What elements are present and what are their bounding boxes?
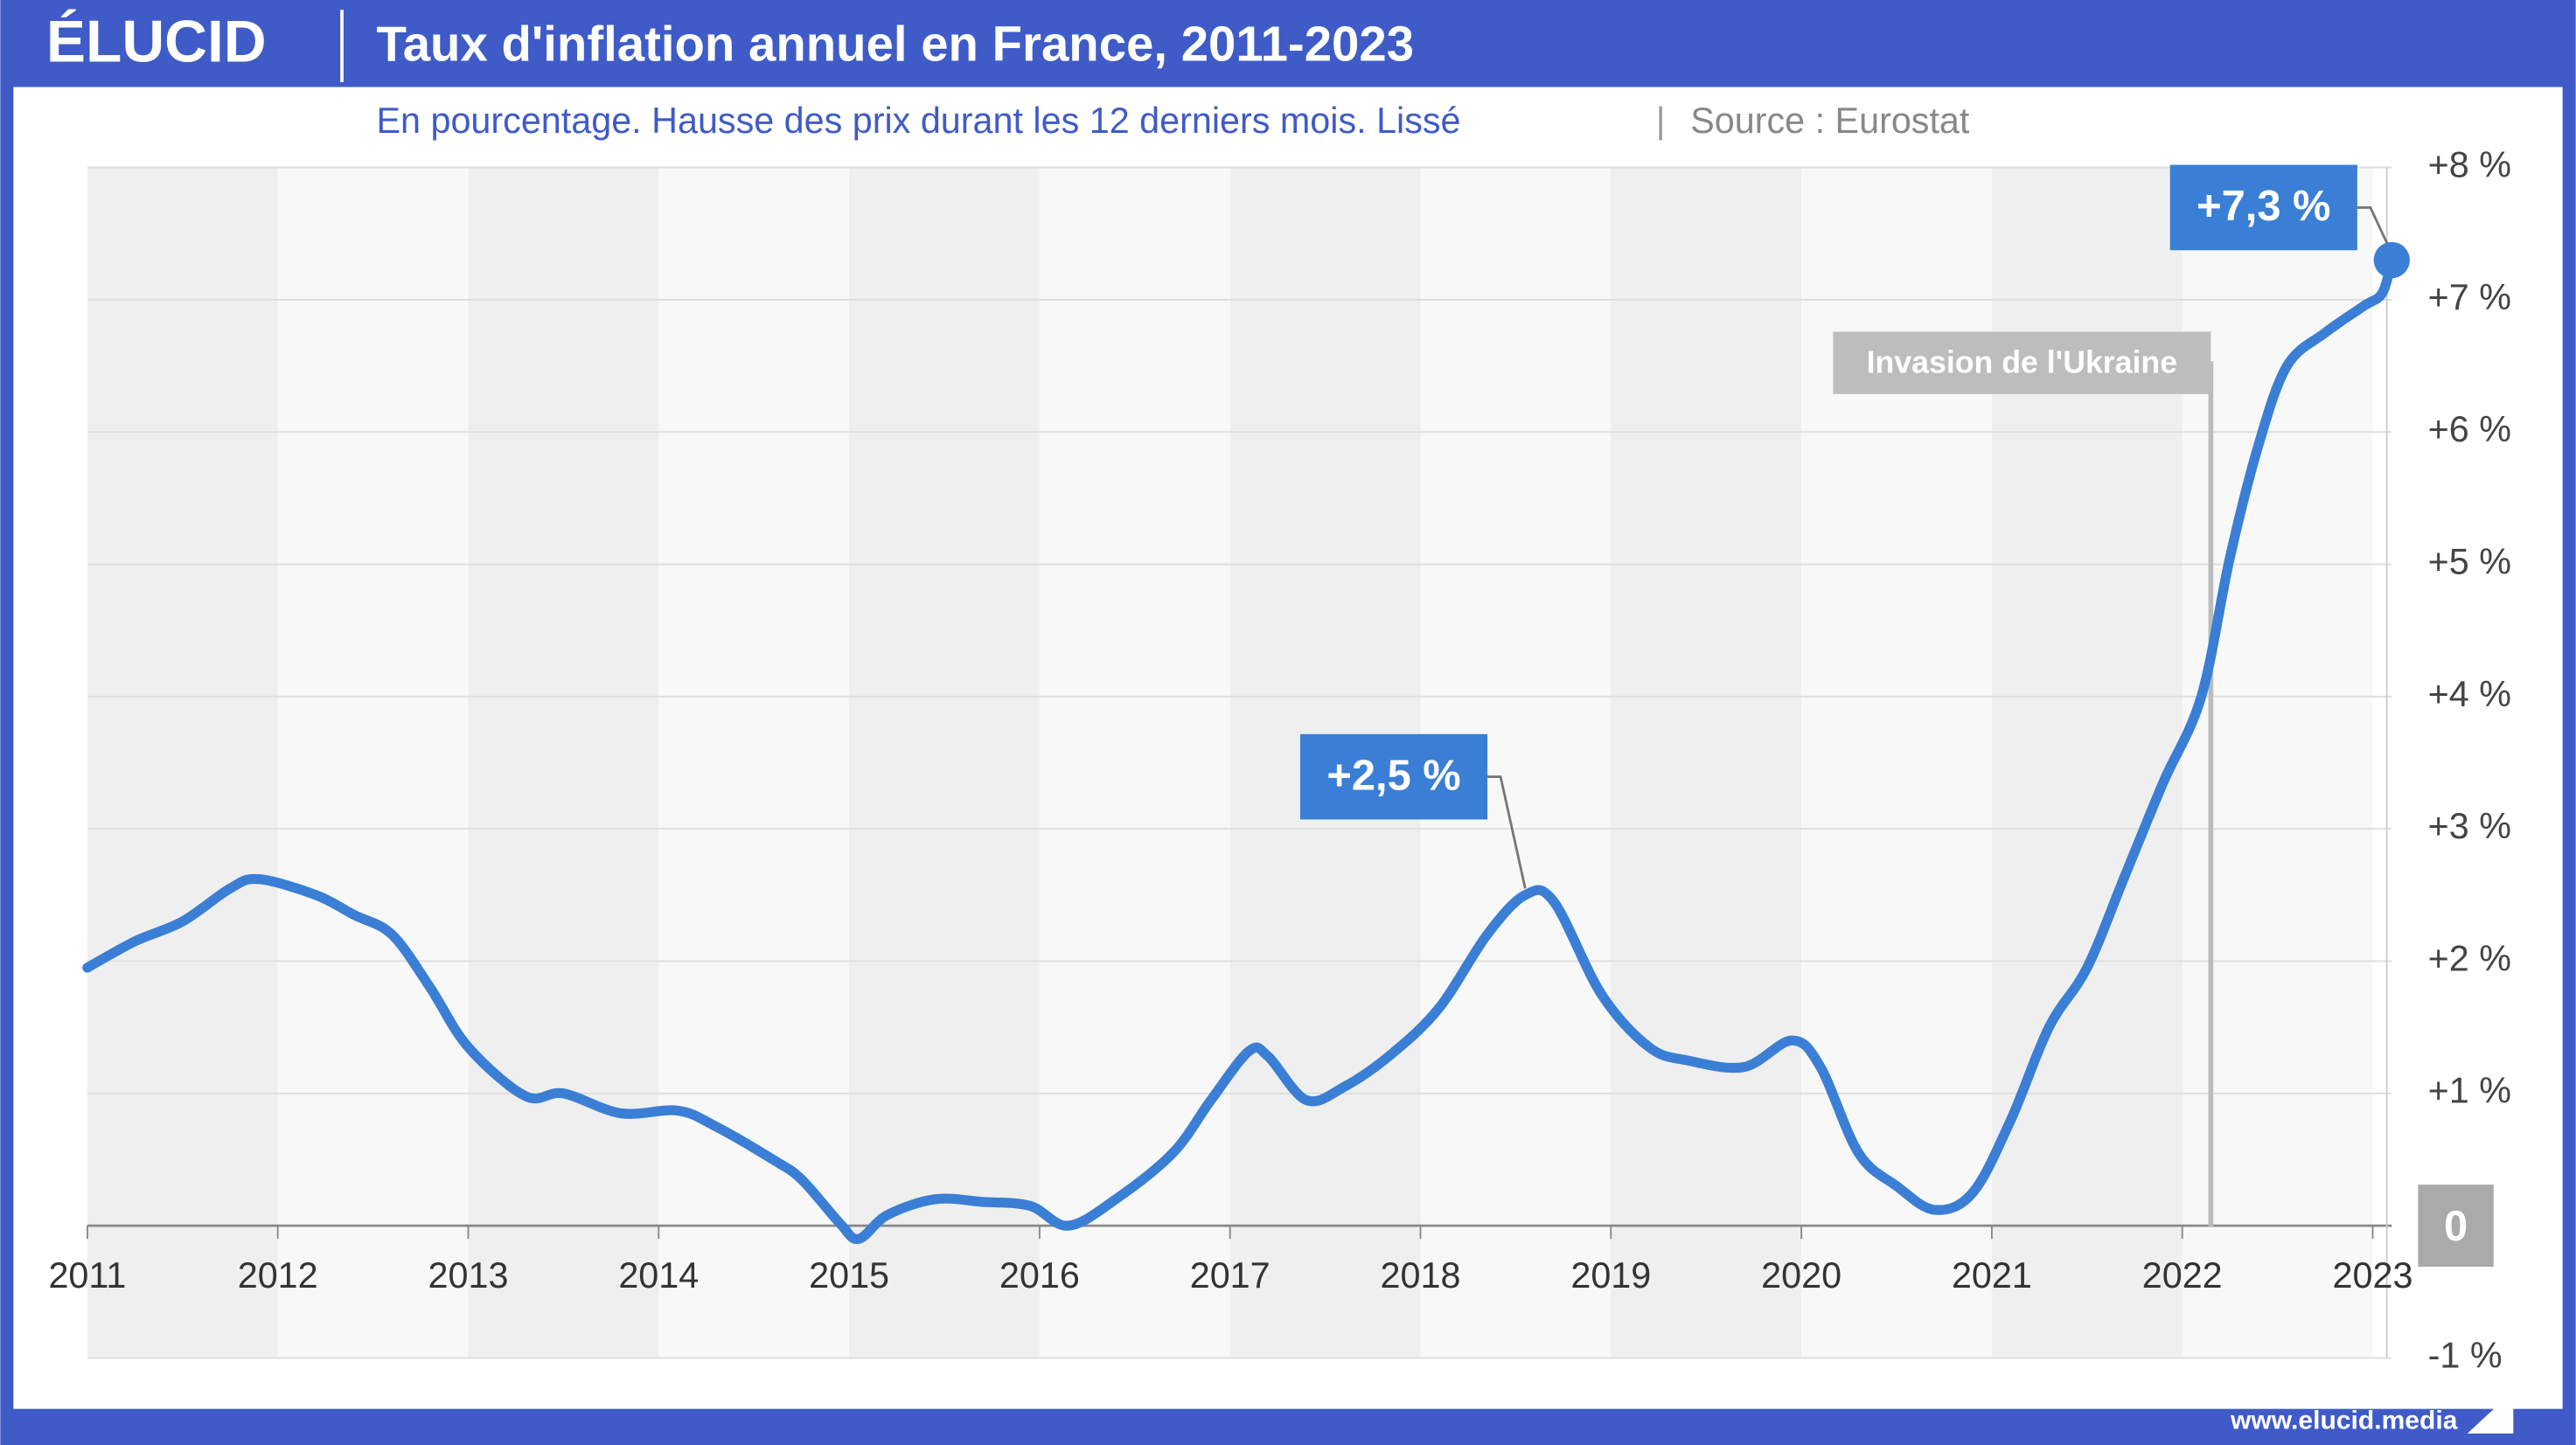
annotation-label: Invasion de l'Ukraine bbox=[1867, 344, 2177, 379]
logo: ÉLUCID bbox=[46, 8, 267, 74]
band bbox=[849, 167, 1040, 1358]
x-tick-label: 2019 bbox=[1570, 1255, 1651, 1296]
x-tick-label: 2020 bbox=[1761, 1255, 1841, 1296]
y-tick-label: +6 % bbox=[2428, 409, 2511, 449]
x-tick-label: 2011 bbox=[48, 1255, 126, 1296]
x-tick-label: 2013 bbox=[428, 1255, 509, 1296]
plot: -1 % 0 +1 % +2 % +3 % +4 % +5 % +6 % +7 % +8 % 201… bbox=[48, 145, 2510, 1376]
band bbox=[2182, 167, 2373, 1358]
band bbox=[1611, 167, 1802, 1358]
band bbox=[87, 167, 278, 1358]
zero-box bbox=[2418, 1184, 2494, 1268]
band bbox=[468, 167, 659, 1358]
x-tick-label: 2021 bbox=[1952, 1255, 2032, 1296]
separator-bar: | bbox=[1656, 101, 1666, 141]
x-tick-label: 2017 bbox=[1190, 1255, 1271, 1296]
x-tick-label: 2014 bbox=[618, 1255, 699, 1296]
y-tick-label: +4 % bbox=[2428, 674, 2511, 714]
subtitle: En pourcentage. Hausse des prix durant l… bbox=[376, 101, 1460, 141]
line bbox=[82, 254, 2397, 1245]
y-tick-label: +5 % bbox=[2428, 541, 2511, 581]
y-tick-label: +2 % bbox=[2428, 938, 2511, 978]
y-tick-label: +1 % bbox=[2428, 1071, 2511, 1111]
data-label: +7,3 % bbox=[2197, 183, 2330, 230]
end-point bbox=[2373, 241, 2410, 279]
y-tick-label: +7 % bbox=[2428, 277, 2511, 317]
x-tick-label: 2015 bbox=[809, 1255, 889, 1296]
x-tick-label: 2022 bbox=[2142, 1255, 2223, 1296]
label-leader bbox=[1487, 775, 1527, 889]
x-tick-label: 2012 bbox=[238, 1255, 318, 1296]
label-box bbox=[2169, 164, 2357, 251]
y-tick-label: 0 bbox=[2444, 1203, 2468, 1250]
band bbox=[277, 167, 469, 1358]
x-tick-label: 2016 bbox=[999, 1255, 1080, 1296]
y-tick-label: +3 % bbox=[2428, 806, 2511, 846]
x-tick-label: 2018 bbox=[1381, 1255, 1461, 1296]
data-label: +2,5 % bbox=[1326, 752, 1460, 799]
label-box bbox=[1299, 733, 1488, 820]
label-leader bbox=[2357, 206, 2393, 254]
x-tick-label: 2023 bbox=[2333, 1255, 2413, 1296]
footer: www.elucid.media bbox=[2230, 1407, 2458, 1435]
chart-title: Taux d'inflation annuel en France, 2011-… bbox=[376, 16, 1414, 71]
source: Source : Eurostat bbox=[1690, 101, 1970, 141]
band bbox=[1039, 167, 1230, 1358]
y-tick-label: +8 % bbox=[2428, 145, 2511, 185]
annotation-box bbox=[1833, 331, 2211, 394]
footer-icon bbox=[2467, 1391, 2514, 1434]
band bbox=[658, 167, 850, 1358]
y-tick-label: -1 % bbox=[2428, 1335, 2503, 1375]
